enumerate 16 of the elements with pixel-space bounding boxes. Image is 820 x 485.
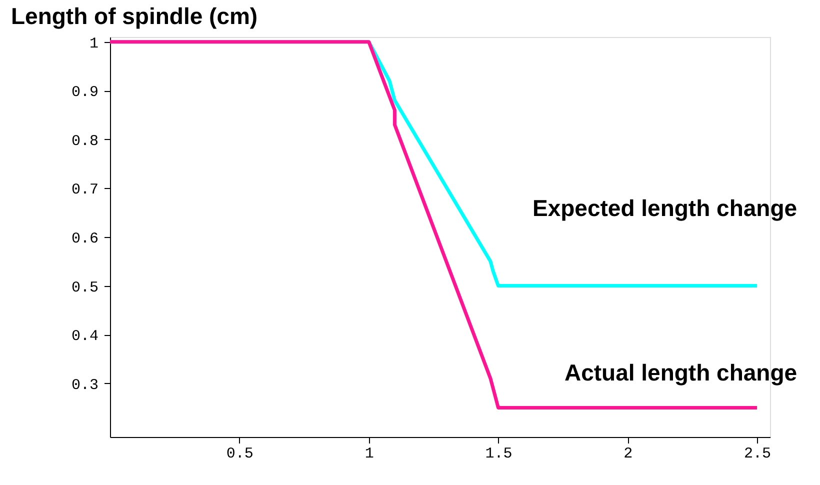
- y-tick-label: 0.8: [71, 132, 98, 150]
- x-tick-label: 2: [624, 446, 633, 462]
- x-tick-label: 1: [364, 446, 374, 462]
- x-tick-label: 0.5: [226, 446, 254, 462]
- text: Expected length change: [532, 194, 798, 221]
- series-label: Actual length change: [564, 360, 798, 386]
- y-tick-label: 0.4: [71, 328, 98, 346]
- x-tick-label: 2.5: [744, 446, 772, 462]
- chart-title: Length of spindle (cm): [10, 2, 258, 29]
- y-tick-label: 0.7: [71, 182, 98, 199]
- x-tick-label: 1.5: [485, 446, 512, 462]
- y-tick-label: 0.3: [71, 376, 98, 394]
- y-tick-label: 0.5: [71, 279, 98, 296]
- y-tick-label: 1: [89, 35, 98, 52]
- y-tick-label: 0.9: [71, 84, 98, 102]
- y-tick-label: 0.6: [71, 230, 98, 248]
